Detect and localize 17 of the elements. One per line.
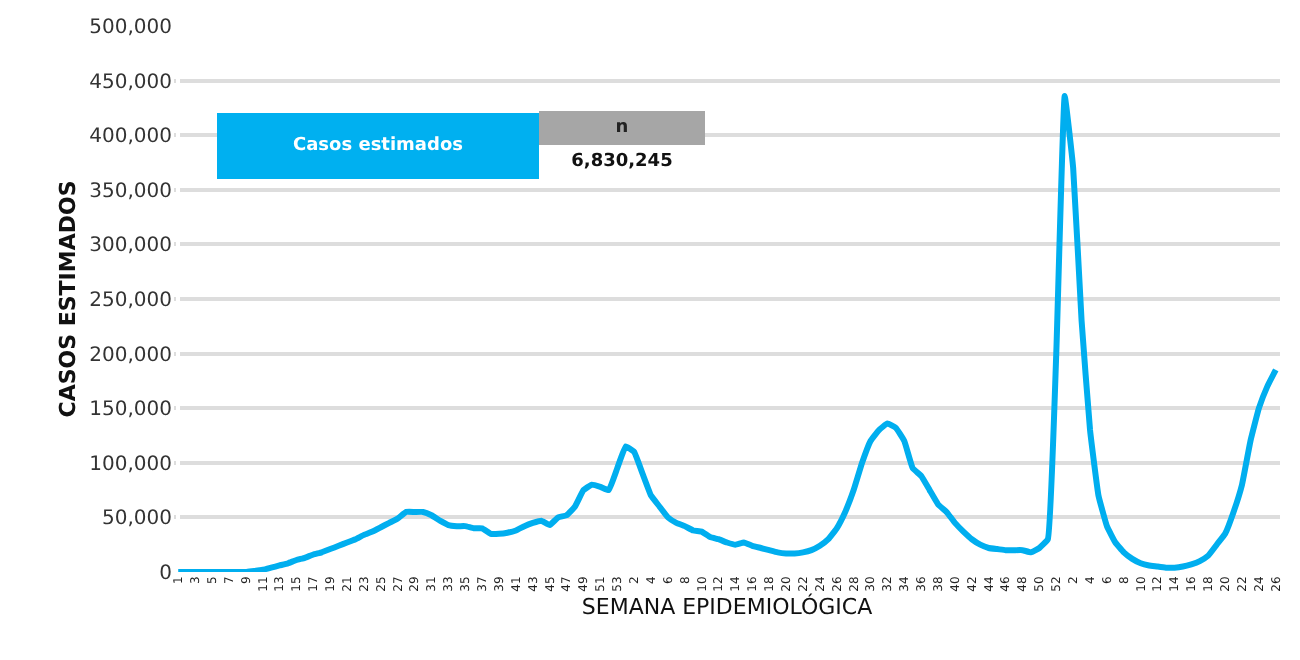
y-tick-label: 100,000 [89,453,172,476]
y-tick-label: 0 [159,563,172,585]
annotation: Casos estimados [293,136,463,156]
annotation: n [615,118,629,138]
line-series [175,92,1279,572]
y-tick-label: 350,000 [89,180,172,203]
y-tick-label: 200,000 [89,344,172,367]
x-axis-title: SEMANA EPIDEMIOLÓGICA [581,591,874,620]
y-axis-title: CASOS ESTIMADOS [54,180,81,418]
y-tick-label: 300,000 [89,235,172,258]
y-tick-label: 150,000 [89,399,172,422]
y-tick-label: 50,000 [102,508,172,531]
y-tick-label: 400,000 [89,126,172,149]
y-tick-label: 500,000 [89,17,172,39]
y-tick-label: 250,000 [89,290,172,312]
y-tick-label: 450,000 [89,71,172,94]
annotation: 6,830,245 [571,152,673,172]
